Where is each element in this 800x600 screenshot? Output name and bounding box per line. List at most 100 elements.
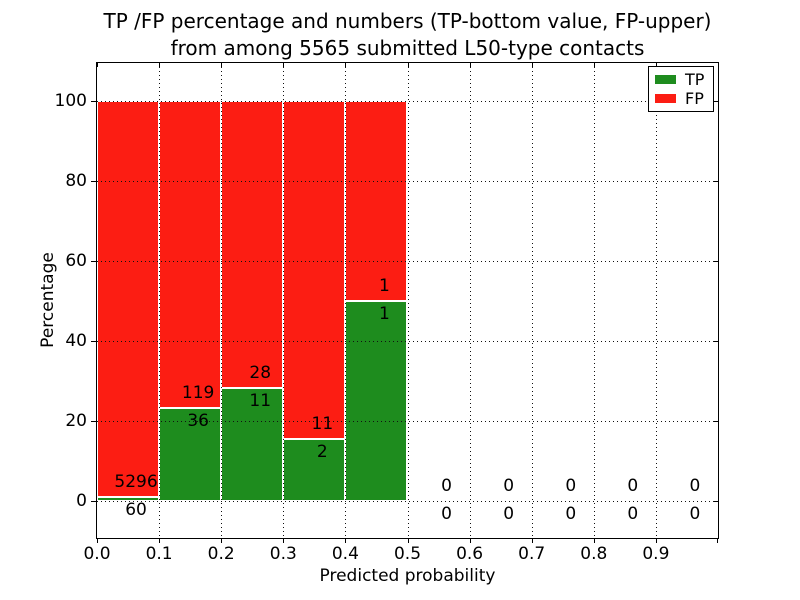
bar-segment-tp (345, 301, 408, 501)
y-tick-mark (91, 101, 96, 102)
legend-swatch-fp (655, 94, 676, 103)
bar-segment-fp (221, 101, 284, 389)
grid-line-vertical (593, 63, 595, 538)
fp-count-label: 0 (503, 476, 515, 496)
x-tick-mark (97, 538, 98, 543)
x-tick-mark-top (159, 63, 161, 67)
x-tick-mark-top (655, 63, 657, 67)
y-tick-mark (91, 341, 96, 342)
legend-label-fp: FP (685, 88, 704, 108)
grid-line-horizontal (97, 261, 718, 262)
fp-count-label: 11 (311, 414, 334, 435)
x-tick-mark (283, 538, 285, 543)
fp-count-label: 119 (181, 383, 215, 404)
legend-label-tp: TP (685, 69, 705, 89)
chart-title: TP /FP percentage and numbers (TP-bottom… (96, 8, 719, 62)
y-tick-label: 80 (65, 171, 87, 191)
y-tick-mark-right (714, 421, 718, 422)
tp-count-label: 0 (565, 504, 577, 524)
x-tick-label: 0.1 (145, 544, 173, 564)
y-tick-mark (91, 501, 96, 502)
y-tick-mark-right (714, 101, 718, 102)
x-axis-label: Predicted probability (319, 566, 496, 586)
fp-count-label: 0 (627, 476, 639, 496)
x-tick-label: 0.4 (331, 544, 359, 564)
grid-line-vertical (407, 63, 409, 538)
bar-segment-tp (159, 408, 222, 501)
x-tick-label: 0.5 (393, 544, 422, 564)
grid-line-vertical (221, 63, 223, 538)
tp-count-label: 0 (503, 504, 515, 524)
x-tick-mark (717, 538, 718, 543)
x-tick-mark (469, 538, 471, 543)
x-tick-mark-top (469, 63, 471, 67)
tp-count-label: 1 (379, 304, 390, 324)
x-tick-mark-top (407, 63, 409, 67)
bar-segment-fp (97, 101, 160, 497)
tp-count-label: 11 (249, 391, 272, 412)
x-tick-mark (655, 538, 657, 543)
plot-area: TP FP 5296 60 119 36 28 11 11 2 1 1 0 0 0 0 0 0 0 0 0 0 0.0 0.… (55, 62, 719, 564)
y-tick-mark (91, 421, 96, 422)
bar-segment-tp (283, 439, 346, 501)
x-tick-mark (407, 538, 409, 543)
grid-line-horizontal (97, 501, 718, 502)
y-tick-mark-right (714, 261, 718, 262)
grid-line-vertical (345, 63, 347, 538)
x-tick-mark-top (97, 63, 98, 67)
x-tick-mark (531, 538, 533, 543)
grid-line-horizontal (97, 421, 718, 422)
x-tick-mark (221, 538, 223, 543)
legend-box: TP FP (648, 66, 714, 112)
y-tick-label: 20 (65, 411, 87, 431)
y-axis-label: Percentage (38, 252, 58, 348)
fp-count-label: 0 (441, 476, 452, 496)
x-tick-mark-top (345, 63, 347, 67)
y-tick-mark (91, 261, 96, 262)
x-tick-mark (345, 538, 347, 543)
legend-entry-tp: TP (655, 69, 707, 89)
x-tick-label: 0.2 (207, 544, 235, 564)
y-tick-label: 40 (65, 331, 87, 351)
grid-line-vertical (283, 63, 285, 538)
chart-title-line1: TP /FP percentage and numbers (TP-bottom… (103, 9, 712, 33)
grid-line-vertical (531, 63, 533, 538)
fp-count-label: 0 (565, 476, 577, 496)
grid-line-vertical (159, 63, 161, 538)
bar-segment-fp (159, 101, 222, 409)
x-tick-label: 0.3 (269, 544, 297, 564)
x-tick-mark-top (283, 63, 285, 67)
grid-line-horizontal (97, 101, 718, 102)
x-tick-label: 0.7 (518, 544, 546, 564)
bar-segment-tp (97, 496, 160, 501)
bar-segment-fp (345, 101, 408, 301)
fp-count-label: 1 (379, 276, 390, 296)
x-tick-mark-top (221, 63, 223, 67)
chart-title-line2: from among 5565 submitted L50-type conta… (170, 36, 645, 60)
tp-count-label: 0 (689, 504, 701, 524)
fp-count-label: 5296 (114, 471, 158, 492)
y-tick-label: 0 (76, 491, 87, 511)
y-tick-mark-right (714, 501, 718, 502)
x-tick-mark-top (593, 63, 595, 67)
fp-count-label: 28 (249, 363, 272, 384)
x-tick-label: 0.0 (83, 544, 111, 564)
grid-line-horizontal (97, 181, 718, 182)
grid-line-vertical (469, 63, 471, 538)
tp-count-label: 2 (316, 442, 328, 463)
y-tick-mark-right (714, 341, 718, 342)
grid-line-vertical (655, 63, 657, 538)
grid-line-horizontal (97, 341, 718, 342)
fp-count-label: 0 (689, 476, 701, 496)
tp-count-label: 0 (441, 504, 452, 524)
y-tick-label: 100 (54, 91, 87, 111)
x-tick-label: 0.6 (456, 544, 484, 564)
x-tick-label: 0.8 (580, 544, 608, 564)
x-tick-label: 0.9 (642, 544, 670, 564)
tp-count-label: 36 (187, 411, 209, 432)
bar-segment-fp (283, 101, 346, 440)
tp-count-label: 0 (627, 504, 639, 524)
x-tick-mark-top (531, 63, 533, 67)
y-tick-label: 60 (65, 251, 87, 271)
